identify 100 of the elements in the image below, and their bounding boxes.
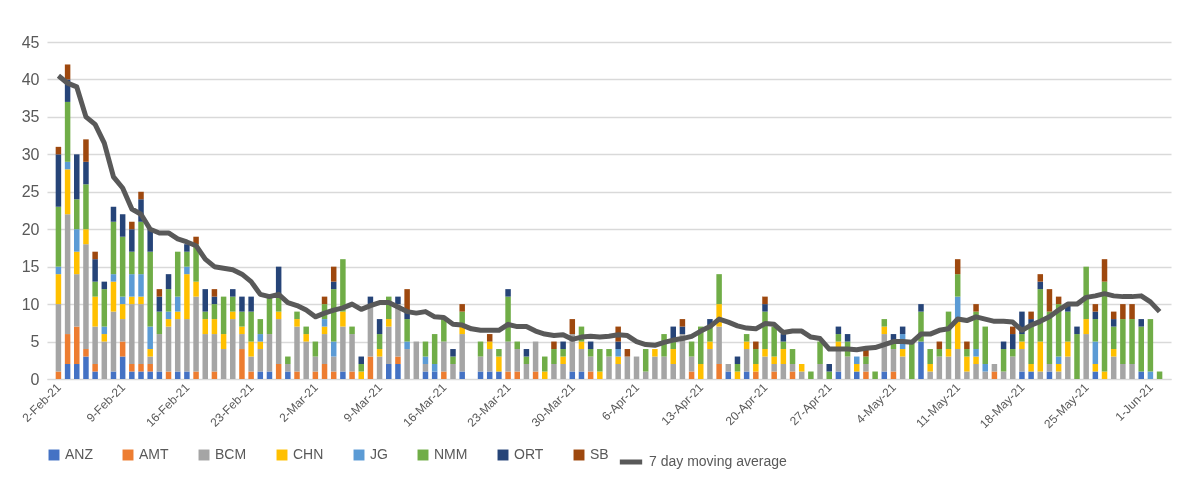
bar [74, 154, 80, 200]
bar [147, 371, 153, 379]
bar [587, 356, 594, 372]
legend-label: AMT [139, 446, 169, 462]
y-tick-label: 20 [21, 220, 40, 238]
bar [1028, 364, 1034, 372]
bar [275, 319, 282, 365]
y-tick-label: 25 [21, 183, 40, 201]
bar [376, 319, 383, 335]
bar [64, 64, 71, 80]
bar [129, 304, 135, 365]
bar [129, 364, 135, 372]
bar [101, 334, 108, 342]
legend-label: CHN [293, 446, 324, 462]
bar [441, 319, 447, 342]
bar [1010, 326, 1016, 335]
bar [248, 311, 254, 342]
bar [239, 296, 245, 312]
bar [74, 229, 80, 252]
bar [450, 356, 456, 365]
bar [55, 304, 62, 372]
bar [945, 349, 952, 357]
bar [248, 371, 254, 379]
bar [707, 349, 713, 379]
bar [119, 341, 126, 357]
bar [184, 266, 190, 275]
bar [184, 371, 190, 379]
bar [386, 326, 392, 365]
bar [395, 356, 401, 365]
bar [285, 356, 291, 365]
bar [55, 154, 62, 207]
bar [679, 319, 686, 327]
bar [312, 356, 319, 372]
bar [211, 289, 218, 297]
bar [349, 334, 355, 372]
bar [239, 326, 245, 335]
bar [698, 364, 704, 379]
bar [83, 184, 89, 230]
bar [193, 296, 199, 372]
bar [523, 364, 530, 379]
bar [239, 334, 245, 350]
bar [459, 371, 465, 379]
bar [83, 356, 89, 379]
bar [1046, 289, 1053, 312]
bar [395, 364, 401, 379]
y-tick-label: 0 [30, 370, 40, 388]
bar [982, 326, 988, 365]
y-tick-label: 10 [21, 295, 40, 313]
bar [395, 296, 401, 305]
bar [863, 364, 869, 372]
bar [147, 251, 153, 327]
bar [303, 326, 309, 335]
bar [303, 341, 309, 379]
legend-label: 7 day moving average [649, 453, 787, 469]
bar [753, 371, 759, 379]
bar [973, 304, 979, 312]
bar [486, 334, 493, 342]
bar [83, 229, 89, 245]
bar [376, 349, 383, 357]
bar [64, 364, 71, 379]
bar [184, 319, 190, 372]
bar [330, 356, 337, 372]
bar [55, 274, 62, 305]
bar [202, 289, 208, 312]
bar [220, 334, 227, 350]
bar [129, 274, 135, 297]
bar [1138, 326, 1144, 372]
bar [230, 289, 236, 297]
bar [707, 341, 713, 350]
bar [386, 319, 392, 327]
bar [138, 274, 144, 297]
bar [156, 296, 163, 312]
bar [431, 334, 438, 365]
bar [285, 371, 291, 379]
bar [358, 371, 364, 379]
bar [982, 371, 988, 379]
bar [789, 349, 796, 365]
bar [239, 311, 245, 327]
bar [74, 251, 80, 275]
bar [496, 356, 502, 372]
bar [808, 371, 814, 379]
bar [973, 349, 979, 357]
legend-label: ORT [514, 446, 544, 462]
bar [1129, 319, 1135, 365]
bar [753, 364, 759, 372]
bar [230, 296, 236, 312]
bar [743, 334, 750, 342]
bar [670, 364, 676, 379]
bar [303, 334, 309, 342]
bar [496, 349, 502, 357]
bar [688, 356, 695, 372]
bar [376, 334, 383, 350]
bar [450, 364, 456, 379]
bar [340, 311, 346, 327]
bar [542, 356, 548, 372]
bar [1028, 311, 1034, 320]
bar [964, 356, 970, 372]
bar [817, 341, 823, 365]
bar [716, 326, 722, 365]
bar [450, 349, 456, 357]
